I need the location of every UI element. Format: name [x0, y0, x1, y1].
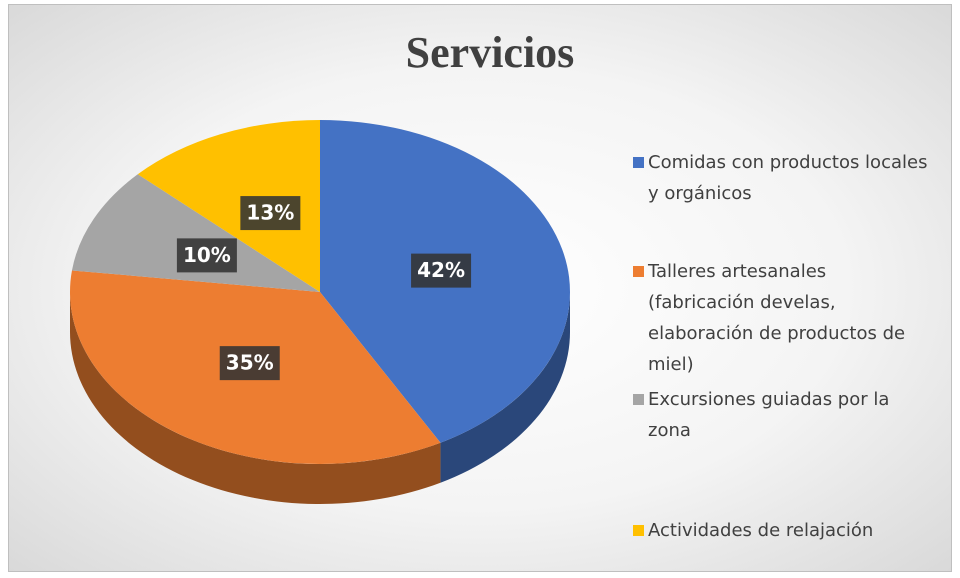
legend-item: Comidas con productos locales y orgánico… [633, 147, 938, 209]
legend-item: Talleres artesanales (fabricación devela… [633, 256, 938, 380]
legend-label: Actividades de relajación [648, 520, 874, 541]
data-label: 35% [226, 351, 274, 375]
legend-item: Actividades de relajación [633, 515, 938, 546]
legend-item: Excursiones guiadas por la zona [633, 384, 938, 446]
legend-swatch [633, 525, 644, 536]
legend-label: Comidas con productos locales y orgánico… [648, 152, 928, 204]
legend-swatch [633, 157, 644, 168]
data-label: 10% [183, 243, 231, 267]
label-box [176, 238, 237, 273]
label-box [219, 346, 280, 381]
legend-label: Talleres artesanales (fabricación devela… [648, 261, 906, 375]
label-box [240, 196, 301, 231]
chart-title: Servicios [406, 28, 575, 77]
data-label: 42% [417, 258, 465, 282]
data-label: 13% [246, 201, 294, 225]
label-box [411, 253, 472, 288]
pie-slice [71, 174, 321, 292]
slice-side [440, 292, 570, 483]
slice-side [70, 292, 441, 504]
legend-label: Excursiones guiadas por la zona [648, 389, 890, 441]
pie-slice [137, 120, 320, 292]
legend-swatch [633, 266, 644, 277]
legend-swatch [633, 394, 644, 405]
